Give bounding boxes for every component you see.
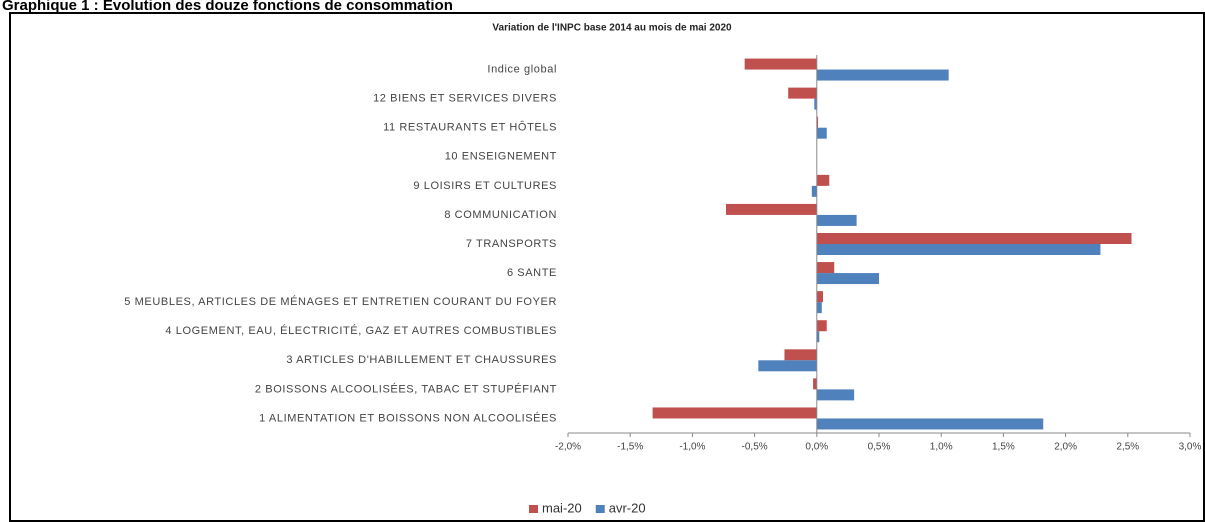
chart-title: Variation de l'INPC base 2014 au mois de… — [492, 23, 732, 34]
bar — [816, 69, 949, 81]
x-tick-label: 1,5% — [992, 442, 1015, 453]
bar — [811, 185, 817, 197]
bar — [788, 87, 817, 99]
category-label: 9 LOISIRS ET CULTURES — [413, 180, 557, 192]
legend-label: mai-20 — [542, 500, 582, 515]
category-label: 7 TRANSPORTS — [466, 238, 557, 250]
bar — [813, 378, 817, 390]
category-label: 3 ARTICLES D'HABILLEMENT ET CHAUSSURES — [286, 354, 557, 366]
bar — [816, 291, 824, 303]
x-tick-label: 2,0% — [1054, 442, 1077, 453]
x-tick-label: 1,0% — [930, 442, 953, 453]
category-label: 6 SANTE — [507, 267, 557, 279]
bar — [816, 244, 1101, 255]
bar — [816, 116, 819, 128]
x-tick-label: 0,0% — [805, 442, 828, 453]
page-title: Graphique 1 : Évolution des douze foncti… — [2, 0, 453, 14]
category-label: Indice global — [487, 63, 557, 75]
x-tick-label: -1,0% — [679, 442, 705, 453]
bar — [816, 127, 827, 139]
category-label: 8 COMMUNICATION — [444, 209, 557, 221]
bar — [814, 98, 817, 110]
legend-swatch — [595, 505, 605, 513]
bar — [758, 360, 817, 372]
bar — [652, 407, 817, 419]
bar — [816, 214, 857, 226]
bar — [816, 320, 827, 332]
chart-frame — [9, 12, 1205, 522]
x-tick-label: -2,0% — [555, 442, 581, 453]
category-label: 1 ALIMENTATION ET BOISSONS NON ALCOOLISÉ… — [259, 411, 557, 424]
category-label: 12 BIENS ET SERVICES DIVERS — [373, 93, 557, 105]
x-tick-label: -0,5% — [742, 442, 768, 453]
bar — [816, 262, 835, 274]
category-label: 2 BOISSONS ALCOOLISÉES, TABAC ET STUPÉFI… — [255, 382, 557, 395]
x-tick-label: 2,5% — [1116, 442, 1139, 453]
bar — [816, 174, 830, 186]
category-label: 5 MEUBLES, ARTICLES DE MÉNAGES ET ENTRET… — [124, 295, 557, 308]
bar — [816, 418, 1044, 430]
bar — [816, 302, 822, 314]
legend-label: avr-20 — [609, 500, 646, 515]
bar — [744, 58, 817, 70]
legend-swatch — [529, 505, 538, 513]
bar — [816, 273, 879, 285]
category-label: 10 ENSEIGNEMENT — [445, 151, 557, 163]
bar — [784, 349, 817, 361]
x-tick-label: -1,5% — [617, 442, 643, 453]
bar — [816, 233, 1132, 244]
bar — [816, 389, 855, 401]
x-tick-label: 3,0% — [1179, 442, 1202, 453]
bar — [816, 331, 820, 343]
bar — [725, 203, 817, 215]
category-label: 4 LOGEMENT, EAU, ÉLECTRICITÉ, GAZ ET AUT… — [165, 324, 557, 337]
x-tick-label: 0,5% — [868, 442, 891, 453]
category-label: 11 RESTAURANTS ET HÔTELS — [383, 121, 557, 134]
